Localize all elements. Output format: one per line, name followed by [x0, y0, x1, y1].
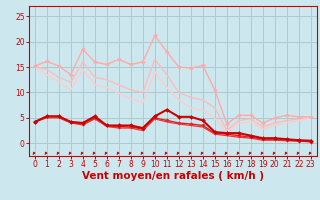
X-axis label: Vent moyen/en rafales ( km/h ): Vent moyen/en rafales ( km/h ): [82, 171, 264, 181]
